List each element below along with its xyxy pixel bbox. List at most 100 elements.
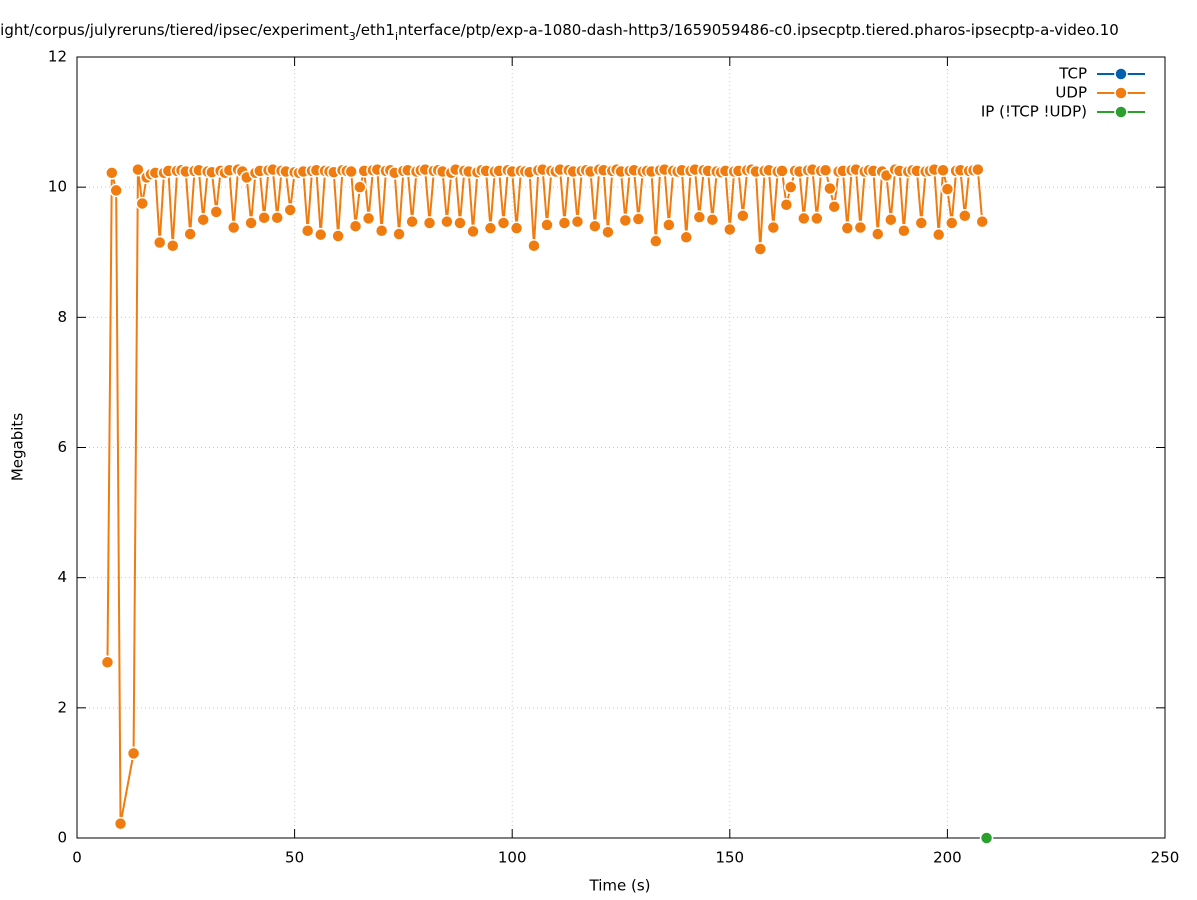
data-point	[105, 166, 119, 180]
data-point	[126, 746, 141, 761]
data-point	[453, 216, 467, 230]
y-axis-label: Megabits	[9, 413, 27, 481]
title-part: nterface/ptp/exp-a-1080-dash-http3/16590…	[398, 21, 1119, 39]
data-point	[766, 220, 781, 235]
y-tick-label: 12	[48, 48, 67, 66]
data-point	[244, 216, 258, 230]
data-point	[270, 211, 284, 225]
series-line	[106, 167, 984, 824]
title-part: 3	[349, 30, 356, 43]
plot-area	[100, 162, 994, 845]
data-point	[779, 197, 794, 212]
data-point	[496, 216, 511, 230]
data-point	[588, 219, 602, 233]
x-tick-label: 150	[715, 849, 744, 867]
data-point	[797, 211, 811, 226]
y-tick-label: 4	[57, 568, 67, 586]
data-point	[196, 212, 210, 227]
data-point	[823, 181, 837, 196]
data-point	[152, 235, 167, 250]
data-point	[827, 199, 841, 214]
y-tick-label: 2	[57, 698, 67, 716]
data-point	[100, 655, 115, 670]
data-point	[135, 196, 150, 211]
data-point	[723, 222, 737, 237]
data-point	[871, 227, 885, 241]
legend-marker	[1114, 105, 1128, 119]
data-point	[226, 220, 241, 235]
plot-frame	[76, 56, 1166, 839]
data-point	[810, 211, 824, 226]
data-point	[540, 218, 554, 232]
data-point	[557, 216, 572, 230]
data-point	[818, 163, 833, 177]
data-point	[679, 230, 694, 245]
data-point	[958, 209, 972, 223]
data-point	[783, 180, 798, 194]
data-point	[392, 227, 406, 241]
x-tick-label: 200	[933, 849, 962, 867]
chart-title: light/corpus/julyreruns/tiered/ipsec/exp…	[0, 21, 1119, 43]
data-point	[257, 211, 271, 225]
data-point	[897, 224, 911, 238]
x-tick-label: 50	[285, 849, 304, 867]
y-tick-label: 8	[57, 308, 67, 326]
data-point	[313, 227, 328, 242]
data-point	[405, 214, 419, 229]
data-point	[113, 816, 128, 831]
data-point	[840, 221, 855, 235]
title-part: light/corpus/julyreruns/tiered/ipsec/exp…	[0, 21, 349, 39]
data-point	[931, 227, 946, 242]
data-point	[775, 164, 789, 178]
x-axis-label: Time (s)	[589, 877, 651, 895]
data-point	[165, 238, 180, 253]
title-part: /eth1	[356, 21, 395, 39]
data-point	[209, 205, 224, 219]
legend-marker	[1114, 67, 1128, 81]
data-point	[348, 219, 363, 233]
data-point	[283, 203, 297, 217]
data-point	[300, 224, 315, 238]
legend-label: IP (!TCP !UDP)	[981, 103, 1087, 121]
y-tick-label: 6	[57, 438, 67, 456]
data-point	[361, 211, 376, 226]
data-point	[131, 162, 145, 177]
x-tick-label: 0	[72, 849, 82, 867]
data-point	[109, 183, 123, 198]
data-point	[736, 209, 750, 223]
title-part: i	[395, 30, 398, 43]
data-point	[705, 212, 720, 227]
data-point	[884, 212, 898, 227]
data-point	[853, 220, 868, 235]
data-point	[936, 163, 950, 177]
data-point	[601, 225, 615, 239]
data-point	[527, 238, 541, 253]
data-point	[374, 224, 389, 238]
legend-label: UDP	[1055, 84, 1087, 102]
data-point	[971, 162, 985, 177]
x-tick-label: 250	[1151, 849, 1180, 867]
data-point	[753, 242, 768, 256]
data-point	[940, 182, 955, 196]
data-point	[183, 227, 197, 241]
data-point	[509, 221, 524, 235]
data-point	[692, 210, 707, 224]
data-point	[570, 214, 585, 229]
data-point	[331, 229, 345, 243]
data-point	[422, 216, 437, 230]
data-point	[353, 180, 367, 194]
legend-label: TCP	[1058, 65, 1087, 83]
data-point	[440, 214, 454, 229]
data-point	[631, 212, 646, 226]
data-point	[344, 164, 358, 179]
data-point	[979, 831, 994, 845]
data-point	[945, 216, 959, 230]
data-point	[466, 224, 480, 239]
data-point	[662, 218, 676, 232]
x-tick-label: 100	[498, 849, 527, 867]
data-point	[649, 234, 663, 248]
data-point	[483, 221, 498, 235]
y-tick-label: 10	[48, 178, 67, 196]
